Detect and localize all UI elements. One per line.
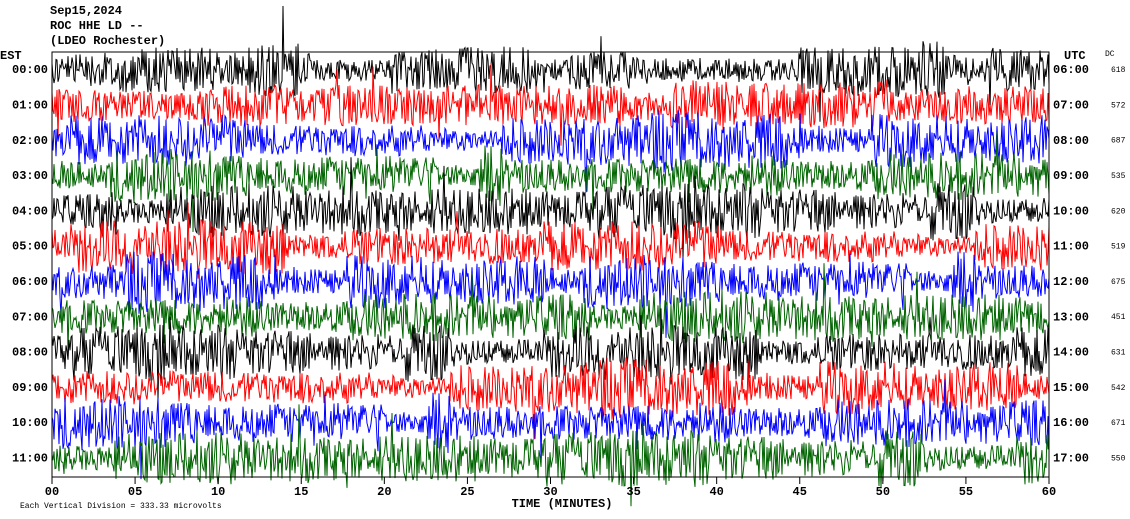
left-time-label: 10:00 xyxy=(12,416,48,430)
left-time-label: 06:00 xyxy=(12,275,48,289)
dc-value: 451 xyxy=(1111,313,1126,322)
dc-value: 519 xyxy=(1111,243,1126,252)
right-time-label: 15:00 xyxy=(1053,381,1089,395)
right-time-label: 12:00 xyxy=(1053,275,1089,289)
right-time-label: 14:00 xyxy=(1053,346,1089,360)
left-time-label: 03:00 xyxy=(12,169,48,183)
dc-value: 620 xyxy=(1111,207,1126,216)
left-time-label: 05:00 xyxy=(12,240,48,254)
dc-value: 675 xyxy=(1111,278,1126,287)
title-line: ROC HHE LD -- xyxy=(50,19,144,33)
footer: Each Vertical Division = 333.33 microvol… xyxy=(20,502,222,511)
dc-value: 572 xyxy=(1111,101,1126,110)
left-time-label: 09:00 xyxy=(12,381,48,395)
x-tick-label: 05 xyxy=(128,485,142,499)
trace xyxy=(51,132,1050,233)
right-time-label: 07:00 xyxy=(1053,98,1089,112)
trace xyxy=(51,308,1050,401)
right-time-label: 06:00 xyxy=(1053,63,1089,77)
left-header: EST xyxy=(0,49,22,63)
dc-value: 631 xyxy=(1111,349,1126,358)
trace xyxy=(51,263,1050,353)
left-time-label: 00:00 xyxy=(12,63,48,77)
x-tick-label: 35 xyxy=(626,485,640,499)
traces xyxy=(51,5,1050,507)
right-time-label: 10:00 xyxy=(1053,204,1089,218)
trace xyxy=(51,357,1050,440)
x-tick-label: 60 xyxy=(1042,485,1056,499)
x-tick-label: 30 xyxy=(543,485,557,499)
right-header: UTC xyxy=(1064,49,1086,63)
right-time-label: 13:00 xyxy=(1053,310,1089,324)
x-tick-label: 15 xyxy=(294,485,308,499)
dc-value: 618 xyxy=(1111,66,1126,75)
trace xyxy=(51,251,1050,338)
dc-header: DC xyxy=(1105,50,1115,59)
dc-value: 542 xyxy=(1111,384,1126,393)
x-tick-label: 20 xyxy=(377,485,391,499)
left-time-label: 08:00 xyxy=(12,346,48,360)
trace xyxy=(51,379,1050,480)
title-line: Sep15,2024 xyxy=(50,4,122,18)
x-tick-label: 55 xyxy=(959,485,973,499)
left-time-label: 11:00 xyxy=(12,451,48,465)
right-time-label: 16:00 xyxy=(1053,416,1089,430)
trace xyxy=(51,202,1050,279)
trace xyxy=(51,5,1050,122)
x-tick-label: 25 xyxy=(460,485,474,499)
x-tick-label: 45 xyxy=(793,485,807,499)
dc-value: 535 xyxy=(1111,172,1126,181)
right-time-label: 09:00 xyxy=(1053,169,1089,183)
right-time-label: 11:00 xyxy=(1053,240,1089,254)
x-tick-label: 00 xyxy=(45,485,59,499)
x-tick-label: 40 xyxy=(709,485,723,499)
dc-value: 550 xyxy=(1111,454,1126,463)
x-tick-label: 10 xyxy=(211,485,225,499)
left-time-label: 04:00 xyxy=(12,204,48,218)
right-time-label: 17:00 xyxy=(1053,451,1089,465)
trace xyxy=(51,157,1050,260)
left-time-label: 07:00 xyxy=(12,310,48,324)
x-axis-title: TIME (MINUTES) xyxy=(512,497,613,511)
trace xyxy=(51,110,1050,193)
dc-value: 671 xyxy=(1111,419,1126,428)
dc-value: 687 xyxy=(1111,137,1126,146)
left-time-label: 02:00 xyxy=(12,134,48,148)
title-line: (LDEO Rochester) xyxy=(50,34,165,48)
right-time-label: 08:00 xyxy=(1053,134,1089,148)
x-tick-label: 50 xyxy=(876,485,890,499)
trace xyxy=(51,63,1050,146)
left-time-label: 01:00 xyxy=(12,98,48,112)
